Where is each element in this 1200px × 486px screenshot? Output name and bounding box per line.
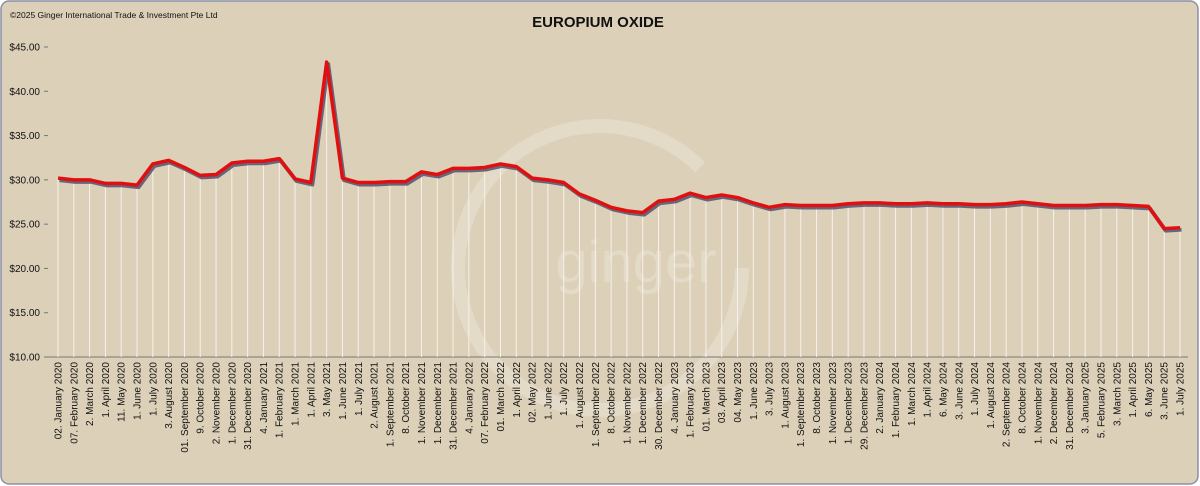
x-tick-label: 1. June 2021 (338, 362, 349, 420)
y-tick-label: $10.00 (9, 353, 40, 364)
x-tick-label: 1. April 2022 (512, 362, 523, 418)
x-tick-label: 02. May 2022 (528, 362, 539, 423)
x-tick-label: 2. August 2021 (370, 362, 381, 429)
x-tick-label: 1. September 2021 (385, 362, 396, 447)
x-tick-label: 1. August 2023 (780, 362, 791, 429)
x-tick-label: 01. September 2020 (180, 362, 191, 453)
x-tick-label: 4. January 2023 (670, 362, 681, 434)
x-tick-label: 3. March 2025 (1112, 362, 1123, 426)
x-tick-label: 07. February 2022 (480, 362, 491, 444)
y-tick-label: $35.00 (9, 131, 40, 142)
x-tick-label: 1. February 2024 (891, 362, 902, 439)
x-tick-label: 1. March 2021 (291, 362, 302, 426)
x-tick-label: 3. June 2025 (1160, 362, 1171, 420)
x-tick-label: 1. November 2022 (622, 362, 633, 445)
x-tick-label: 1. December 2020 (227, 362, 238, 445)
x-tick-label: 1. February 2021 (275, 362, 286, 439)
x-tick-label: 4. January 2022 (464, 362, 475, 434)
x-tick-label: 1. July 2021 (354, 362, 365, 416)
x-tick-label: 8. October 2022 (607, 362, 618, 434)
x-tick-label: 1. November 2023 (828, 362, 839, 445)
y-tick-label: $45.00 (9, 43, 40, 54)
watermark-ring (451, 119, 749, 417)
x-tick-label: 1. December 2022 (638, 362, 649, 445)
x-tick-label: 1. April 2025 (1128, 362, 1139, 418)
x-tick-label: 1. August 2024 (986, 362, 997, 429)
x-tick-label: 29. December 2023 (859, 362, 870, 450)
x-tick-label: 1. September 2023 (796, 362, 807, 447)
x-tick-label: 31. December 2020 (243, 362, 254, 450)
x-tick-label: 1. April 2020 (101, 362, 112, 418)
x-tick-label: 1. April 2024 (923, 362, 934, 418)
x-tick-label: 1. July 2022 (559, 362, 570, 416)
x-tick-label: 1. June 2023 (749, 362, 760, 420)
x-tick-label: 4. January 2021 (259, 362, 270, 434)
x-tick-label: 1. July 2024 (970, 362, 981, 416)
y-tick-label: $25.00 (9, 220, 40, 231)
x-tick-label: 9. October 2020 (196, 362, 207, 434)
x-tick-label: 5. February 2025 (1096, 362, 1107, 439)
x-tick-label: 3. June 2024 (954, 362, 965, 420)
copyright: ©2025 Ginger International Trade & Inves… (10, 10, 218, 20)
y-tick-label: $30.00 (9, 175, 40, 186)
x-tick-label: 1. December 2021 (433, 362, 444, 445)
series-line (57, 60, 1181, 231)
x-tick-label: 2. December 2024 (1049, 362, 1060, 445)
x-tick-label: 31. December 2024 (1065, 362, 1076, 450)
x-tick-label: 1. February 2023 (686, 362, 697, 439)
x-tick-label: 31. December 2021 (449, 362, 460, 450)
y-tick-label: $20.00 (9, 264, 40, 275)
y-tick-label: $40.00 (9, 87, 40, 98)
x-tick-label: 2. March 2020 (85, 362, 96, 426)
x-tick-label: 03. April 2023 (717, 362, 728, 424)
x-tick-label: 1. June 2022 (543, 362, 554, 420)
x-tick-label: 30. December 2022 (654, 362, 665, 450)
x-tick-label: 1. July 2025 (1176, 362, 1187, 416)
x-tick-label: 1. June 2020 (133, 362, 144, 420)
x-tick-label: 3. May 2021 (322, 362, 333, 417)
x-tick-label: 8. October 2024 (1017, 362, 1028, 434)
x-tick-label: 1. November 2021 (417, 362, 428, 445)
x-tick-label: 6. May 2025 (1144, 362, 1155, 417)
x-tick-label: 1. September 2022 (591, 362, 602, 447)
x-tick-label: 6. May 2024 (938, 362, 949, 417)
x-tick-label: 8. October 2021 (401, 362, 412, 434)
x-tick-label: 2. September 2024 (1002, 362, 1013, 447)
x-tick-label: 04. May 2023 (733, 362, 744, 423)
x-tick-label: 1. March 2024 (907, 362, 918, 426)
x-tick-label: 01. March 2022 (496, 362, 507, 432)
x-tick-label: 8. October 2023 (812, 362, 823, 434)
x-tick-label: 11. May 2020 (117, 362, 128, 422)
x-tick-label: 1. November 2024 (1033, 362, 1044, 445)
chart-title: EUROPIUM OXIDE (532, 14, 664, 31)
x-tick-label: 3. January 2025 (1081, 362, 1092, 434)
x-tick-label: 1. December 2023 (844, 362, 855, 445)
x-tick-label: 1. April 2021 (306, 362, 317, 418)
y-tick-label: $15.00 (9, 308, 40, 319)
x-tick-label: 01. March 2023 (701, 362, 712, 432)
x-tick-label: 3. August 2020 (164, 362, 175, 429)
x-tick-label: 2. November 2020 (212, 362, 223, 445)
x-tick-label: 07. February 2020 (69, 362, 80, 444)
x-tick-label: 2. January 2024 (875, 362, 886, 434)
x-tick-label: 3. July 2023 (765, 362, 776, 416)
x-tick-label: 1. August 2022 (575, 362, 586, 429)
x-tick-label: 1. July 2020 (148, 362, 159, 416)
x-tick-label: 02. January 2020 (54, 362, 65, 440)
